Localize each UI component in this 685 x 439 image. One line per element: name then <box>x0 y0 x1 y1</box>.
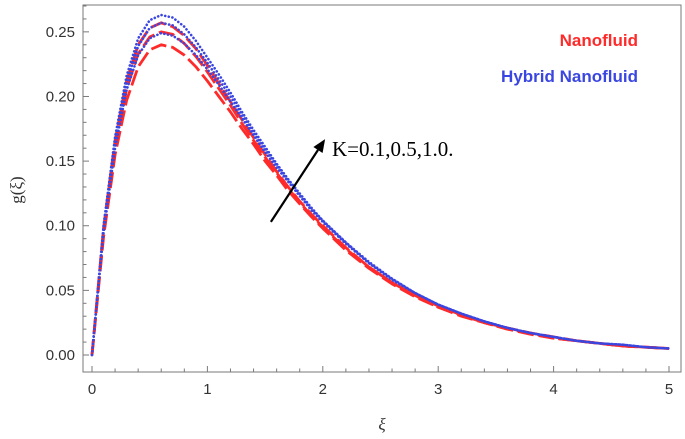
y-tick-label: 0.05 <box>46 282 75 299</box>
annotation-text: K=0.1,0.5,1.0. <box>332 137 454 161</box>
y-axis-ticks: 0.00 0.05 0.10 0.15 0.20 0.25 <box>46 5 89 364</box>
plot-frame <box>82 4 682 373</box>
y-axis-label: g(ξ) <box>7 176 26 203</box>
annotation-arrowhead <box>313 139 326 154</box>
x-tick-label: 2 <box>319 381 327 398</box>
nanofluid-series-line-1 <box>90 43 670 356</box>
x-axis-ticks: 0 1 2 3 4 5 <box>88 366 673 398</box>
y-tick-label: 0.15 <box>46 153 75 170</box>
x-axis-label: ξ <box>378 415 386 434</box>
y-tick-label: 0.25 <box>46 24 75 41</box>
x-tick-label: 4 <box>549 381 557 398</box>
legend-hybrid-nanofluid: Hybrid Nanofluid <box>501 67 638 86</box>
hybrid-nanofluid-series-line-6 <box>90 13 671 357</box>
x-tick-label: 0 <box>88 381 96 398</box>
x-tick-label: 5 <box>665 381 673 398</box>
y-tick-label: 0.10 <box>46 218 75 235</box>
legend-nanofluid: Nanofluid <box>560 31 638 50</box>
annotation-arrow <box>269 149 319 223</box>
x-tick-label: 1 <box>203 381 211 398</box>
y-tick-label: 0.20 <box>46 88 75 105</box>
y-tick-label: 0.00 <box>46 347 75 364</box>
series-layer <box>90 13 671 357</box>
x-tick-label: 3 <box>434 381 442 398</box>
